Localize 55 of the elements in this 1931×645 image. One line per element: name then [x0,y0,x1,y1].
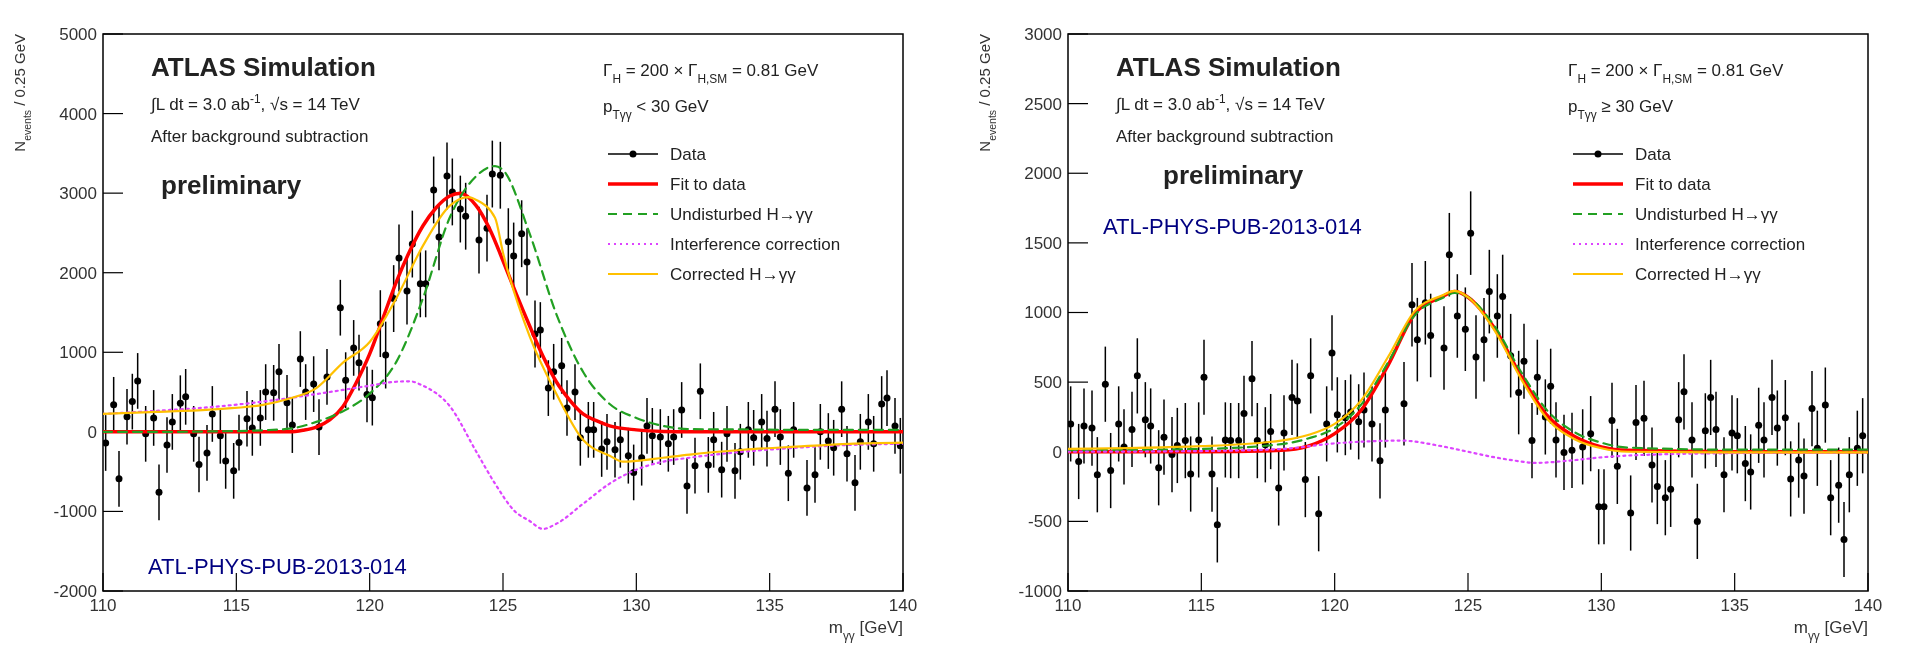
y-tick-label: 1000 [1024,303,1062,323]
annotation: ATLAS Simulation [151,52,376,82]
y-tick-label: 500 [1033,373,1062,393]
x-tick-label: 130 [622,596,651,615]
annotation: Γ$_{H}$ = 200 × Γ$_{H,SM}$ = 0.81 GeV [603,61,820,86]
annotation: After background subtraction [1116,127,1334,146]
annotation: ∫L dt = 3.0 ab$^{-1}$, √s = 14 TeV [150,92,361,114]
x-tick-label: 110 [89,596,117,615]
y-tick-label: 4000 [59,104,97,124]
y-tick-label: 2000 [1024,164,1062,184]
annotation: preliminary [1163,160,1304,190]
x-tick-label: 115 [1187,596,1215,615]
annotation: After background subtraction [151,127,369,146]
annotation: preliminary [161,170,302,200]
x-tick-label: 140 [1853,596,1883,615]
x-tick-label: 120 [355,596,384,615]
y-tick-label: 3000 [59,184,97,204]
y-tick-label: -500 [1027,512,1062,532]
legend-label: Undisturbed H→γγ [1635,204,1779,224]
y-tick-label: 5000 [59,24,97,44]
x-tick-label: 110 [1054,596,1082,615]
annotation: ∫L dt = 3.0 ab$^{-1}$, √s = 14 TeV [1115,92,1326,114]
x-tick-label: 120 [1320,596,1349,615]
y-tick-label: 0 [87,422,97,442]
x-tick-label: 135 [1720,596,1749,615]
y-tick-label: 3000 [1024,24,1062,44]
x-tick-label: 135 [755,596,784,615]
legend-label: Interference correction [1635,234,1806,254]
y-tick-label: 1500 [1024,233,1062,253]
y-tick-label: 0 [1052,442,1062,462]
y-tick-label: 1000 [59,343,97,363]
legend-label: Fit to data [670,174,747,194]
x-tick-label: 125 [488,596,518,615]
legend-label: Corrected H→γγ [1635,264,1762,284]
annotation: p$_{Tγγ}$ < 30 GeV [603,97,710,122]
x-tick-label: 115 [222,596,250,615]
x-tick-label: 140 [888,596,918,615]
y-tick-label: 2500 [1024,94,1062,114]
x-axis-title: m$_{γγ}$ [GeV] [1793,618,1868,643]
x-tick-label: 125 [1453,596,1483,615]
x-tick-label: 130 [1587,596,1616,615]
y-tick-label: 2000 [59,263,97,283]
legend-label: Data [670,144,707,164]
y-tick-label: -1000 [53,502,97,522]
legend-label: Data [1635,144,1672,164]
legend-label: Fit to data [1635,174,1712,194]
legend-label: Interference correction [670,234,841,254]
annotation: Γ$_{H}$ = 200 × Γ$_{H,SM}$ = 0.81 GeV [1568,61,1785,86]
annotation: ATL-PHYS-PUB-2013-014 [1103,214,1362,239]
annotation: ATLAS Simulation [1116,52,1341,82]
annotation: p$_{Tγγ}$ ≥ 30 GeV [1568,97,1674,122]
x-axis-title: m$_{γγ}$ [GeV] [828,618,903,643]
annotation: ATL-PHYS-PUB-2013-014 [148,554,407,579]
legend-label: Undisturbed H→γγ [670,204,814,224]
legend-label: Corrected H→γγ [670,264,797,284]
